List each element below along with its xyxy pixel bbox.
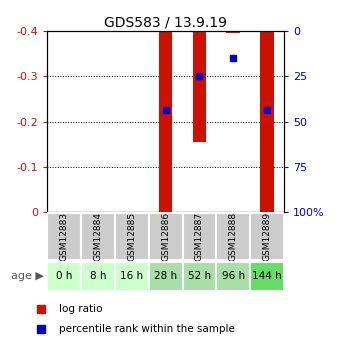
Bar (149, 213, 183, 259)
Bar (115, 262, 149, 291)
Bar (149, 262, 183, 291)
Bar (260, 28, 274, 212)
Bar (159, 28, 172, 212)
Bar (216, 213, 250, 259)
Bar (193, 28, 206, 142)
Text: 52 h: 52 h (188, 272, 211, 281)
Bar (47, 262, 81, 291)
Text: age ▶: age ▶ (11, 272, 44, 281)
Bar (115, 213, 149, 259)
Bar (226, 28, 240, 33)
Text: 28 h: 28 h (154, 272, 177, 281)
Bar (81, 213, 115, 259)
Text: GSM12883: GSM12883 (60, 212, 69, 261)
Text: 144 h: 144 h (252, 272, 282, 281)
Text: percentile rank within the sample: percentile rank within the sample (59, 324, 235, 334)
Text: GSM12885: GSM12885 (127, 212, 136, 261)
Text: GSM12888: GSM12888 (229, 212, 238, 261)
Bar (216, 262, 250, 291)
Bar (47, 213, 81, 259)
Text: 0 h: 0 h (56, 272, 72, 281)
Bar (183, 262, 216, 291)
Text: GSM12889: GSM12889 (263, 212, 271, 261)
Bar (250, 213, 284, 259)
Text: 96 h: 96 h (222, 272, 245, 281)
Text: GSM12887: GSM12887 (195, 212, 204, 261)
Bar (183, 213, 216, 259)
Text: 16 h: 16 h (120, 272, 143, 281)
Text: log ratio: log ratio (59, 304, 103, 314)
Text: GSM12886: GSM12886 (161, 212, 170, 261)
Bar (250, 262, 284, 291)
Bar (81, 262, 115, 291)
Text: 8 h: 8 h (90, 272, 106, 281)
Title: GDS583 / 13.9.19: GDS583 / 13.9.19 (104, 16, 227, 30)
Text: GSM12884: GSM12884 (94, 212, 102, 261)
